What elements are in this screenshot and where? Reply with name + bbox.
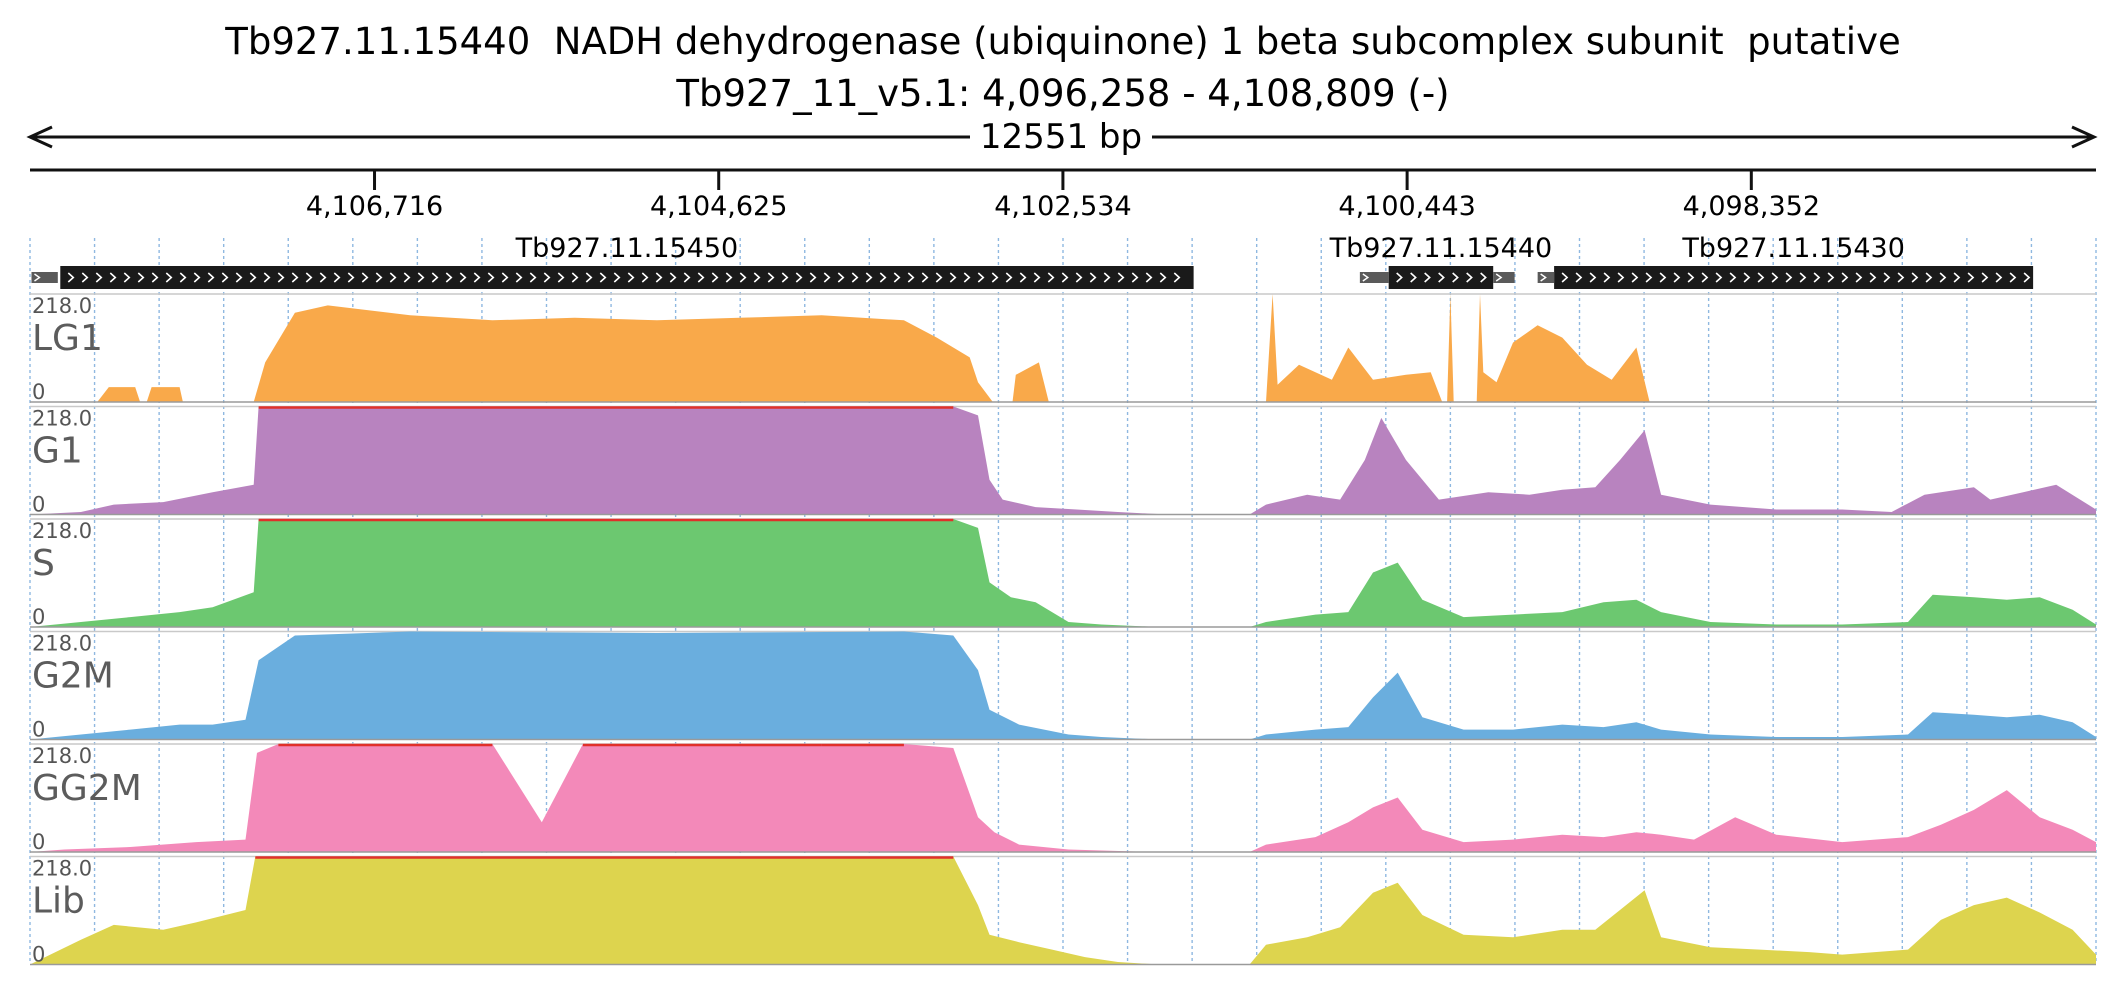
- coverage-track: 218.0 0 S: [30, 518, 2096, 629]
- coverage-track: 218.0 0 G1: [30, 405, 2096, 517]
- track-name-label: G1: [32, 431, 83, 472]
- track-min-label: 0: [32, 605, 45, 629]
- coverage-track: 218.0 0 G2M: [30, 630, 2096, 742]
- track-name-label: Lib: [32, 881, 85, 922]
- track-min-label: 0: [32, 718, 45, 742]
- gene-feature: [1388, 266, 1494, 289]
- gene-utr-arrow: [1540, 273, 1547, 282]
- gene-utr: [1493, 272, 1515, 283]
- ruler-tick-label: 4,102,534: [994, 191, 1131, 222]
- gene-label: Tb927.11.15450: [515, 233, 739, 264]
- chart-title-name: Tb927.11.15440 NADH dehydrogenase (ubiqu…: [225, 20, 1901, 63]
- gene-utr-arrow: [34, 273, 41, 282]
- gene-utr-arrow: [1495, 273, 1503, 282]
- ruler-tick-label: 4,104,625: [650, 191, 787, 222]
- coverage-area: [30, 744, 2096, 852]
- gene-strand-arrows: [1561, 272, 2031, 283]
- track-max-label: 218.0: [32, 519, 92, 543]
- ruler-tick-label: 4,106,716: [306, 191, 443, 222]
- coverage-tracks: 218.00LG1218.00G1218.00S218.00G2M218.00G…: [30, 293, 2096, 967]
- gene-utr-arrow: [1362, 273, 1370, 282]
- coverage-area: [30, 519, 2096, 627]
- track-name-label: LG1: [32, 318, 103, 359]
- ruler-ticks: 4,106,716 4,104,625 4,102,534 4,100,443 4,09…: [306, 170, 1820, 222]
- coverage-area: [97, 294, 1650, 402]
- track-name-label: S: [32, 543, 55, 584]
- span-label-background: [970, 120, 1152, 154]
- ruler-tick-label: 4,100,443: [1338, 191, 1475, 222]
- track-name-label: GG2M: [32, 768, 142, 809]
- span-arrow-left-head: [26, 125, 53, 149]
- coverage-track: 218.0 0 LG1: [30, 293, 2096, 404]
- coverage-area: [30, 856, 2096, 965]
- chart-title-locus: Tb927_11_v5.1: 4,096,258 - 4,108,809 (-): [676, 72, 1450, 115]
- track-name-label: G2M: [32, 656, 114, 697]
- track-max-label: 218.0: [32, 744, 92, 768]
- ruler-tick-label: 4,098,352: [1683, 191, 1820, 222]
- gene-label: Tb927.11.15430: [1681, 233, 1905, 264]
- gene-track: Tb927.11.15450 Tb927.11.15440 Tb927.11.154…: [31, 233, 2034, 289]
- coverage-track: 218.0 0 GG2M: [30, 743, 2096, 854]
- coordinate-ruler: 12551 bp: [26, 117, 2098, 172]
- track-min-label: 0: [32, 830, 45, 854]
- track-max-label: 218.0: [32, 632, 92, 656]
- span-arrow-right-head: [2071, 125, 2098, 149]
- coverage-area: [30, 631, 2096, 740]
- track-min-label: 0: [32, 943, 45, 967]
- gene-feature: [60, 266, 1194, 289]
- track-min-label: 0: [32, 380, 45, 404]
- track-max-label: 218.0: [32, 294, 92, 318]
- gene-strand-arrows: [67, 272, 1181, 283]
- span-label: 12551 bp: [980, 117, 1142, 157]
- gene-utr: [31, 272, 58, 283]
- track-max-label: 218.0: [32, 407, 92, 431]
- gene-utr: [1359, 272, 1389, 283]
- track-min-label: 0: [32, 493, 45, 517]
- gene-strand-arrows: [1396, 272, 1487, 283]
- track-max-label: 218.0: [32, 857, 92, 881]
- gene-feature: [1554, 266, 2034, 289]
- gene-label: Tb927.11.15440: [1329, 233, 1553, 264]
- coverage-area: [30, 406, 2096, 515]
- coverage-track: 218.0 0 Lib: [30, 855, 2096, 967]
